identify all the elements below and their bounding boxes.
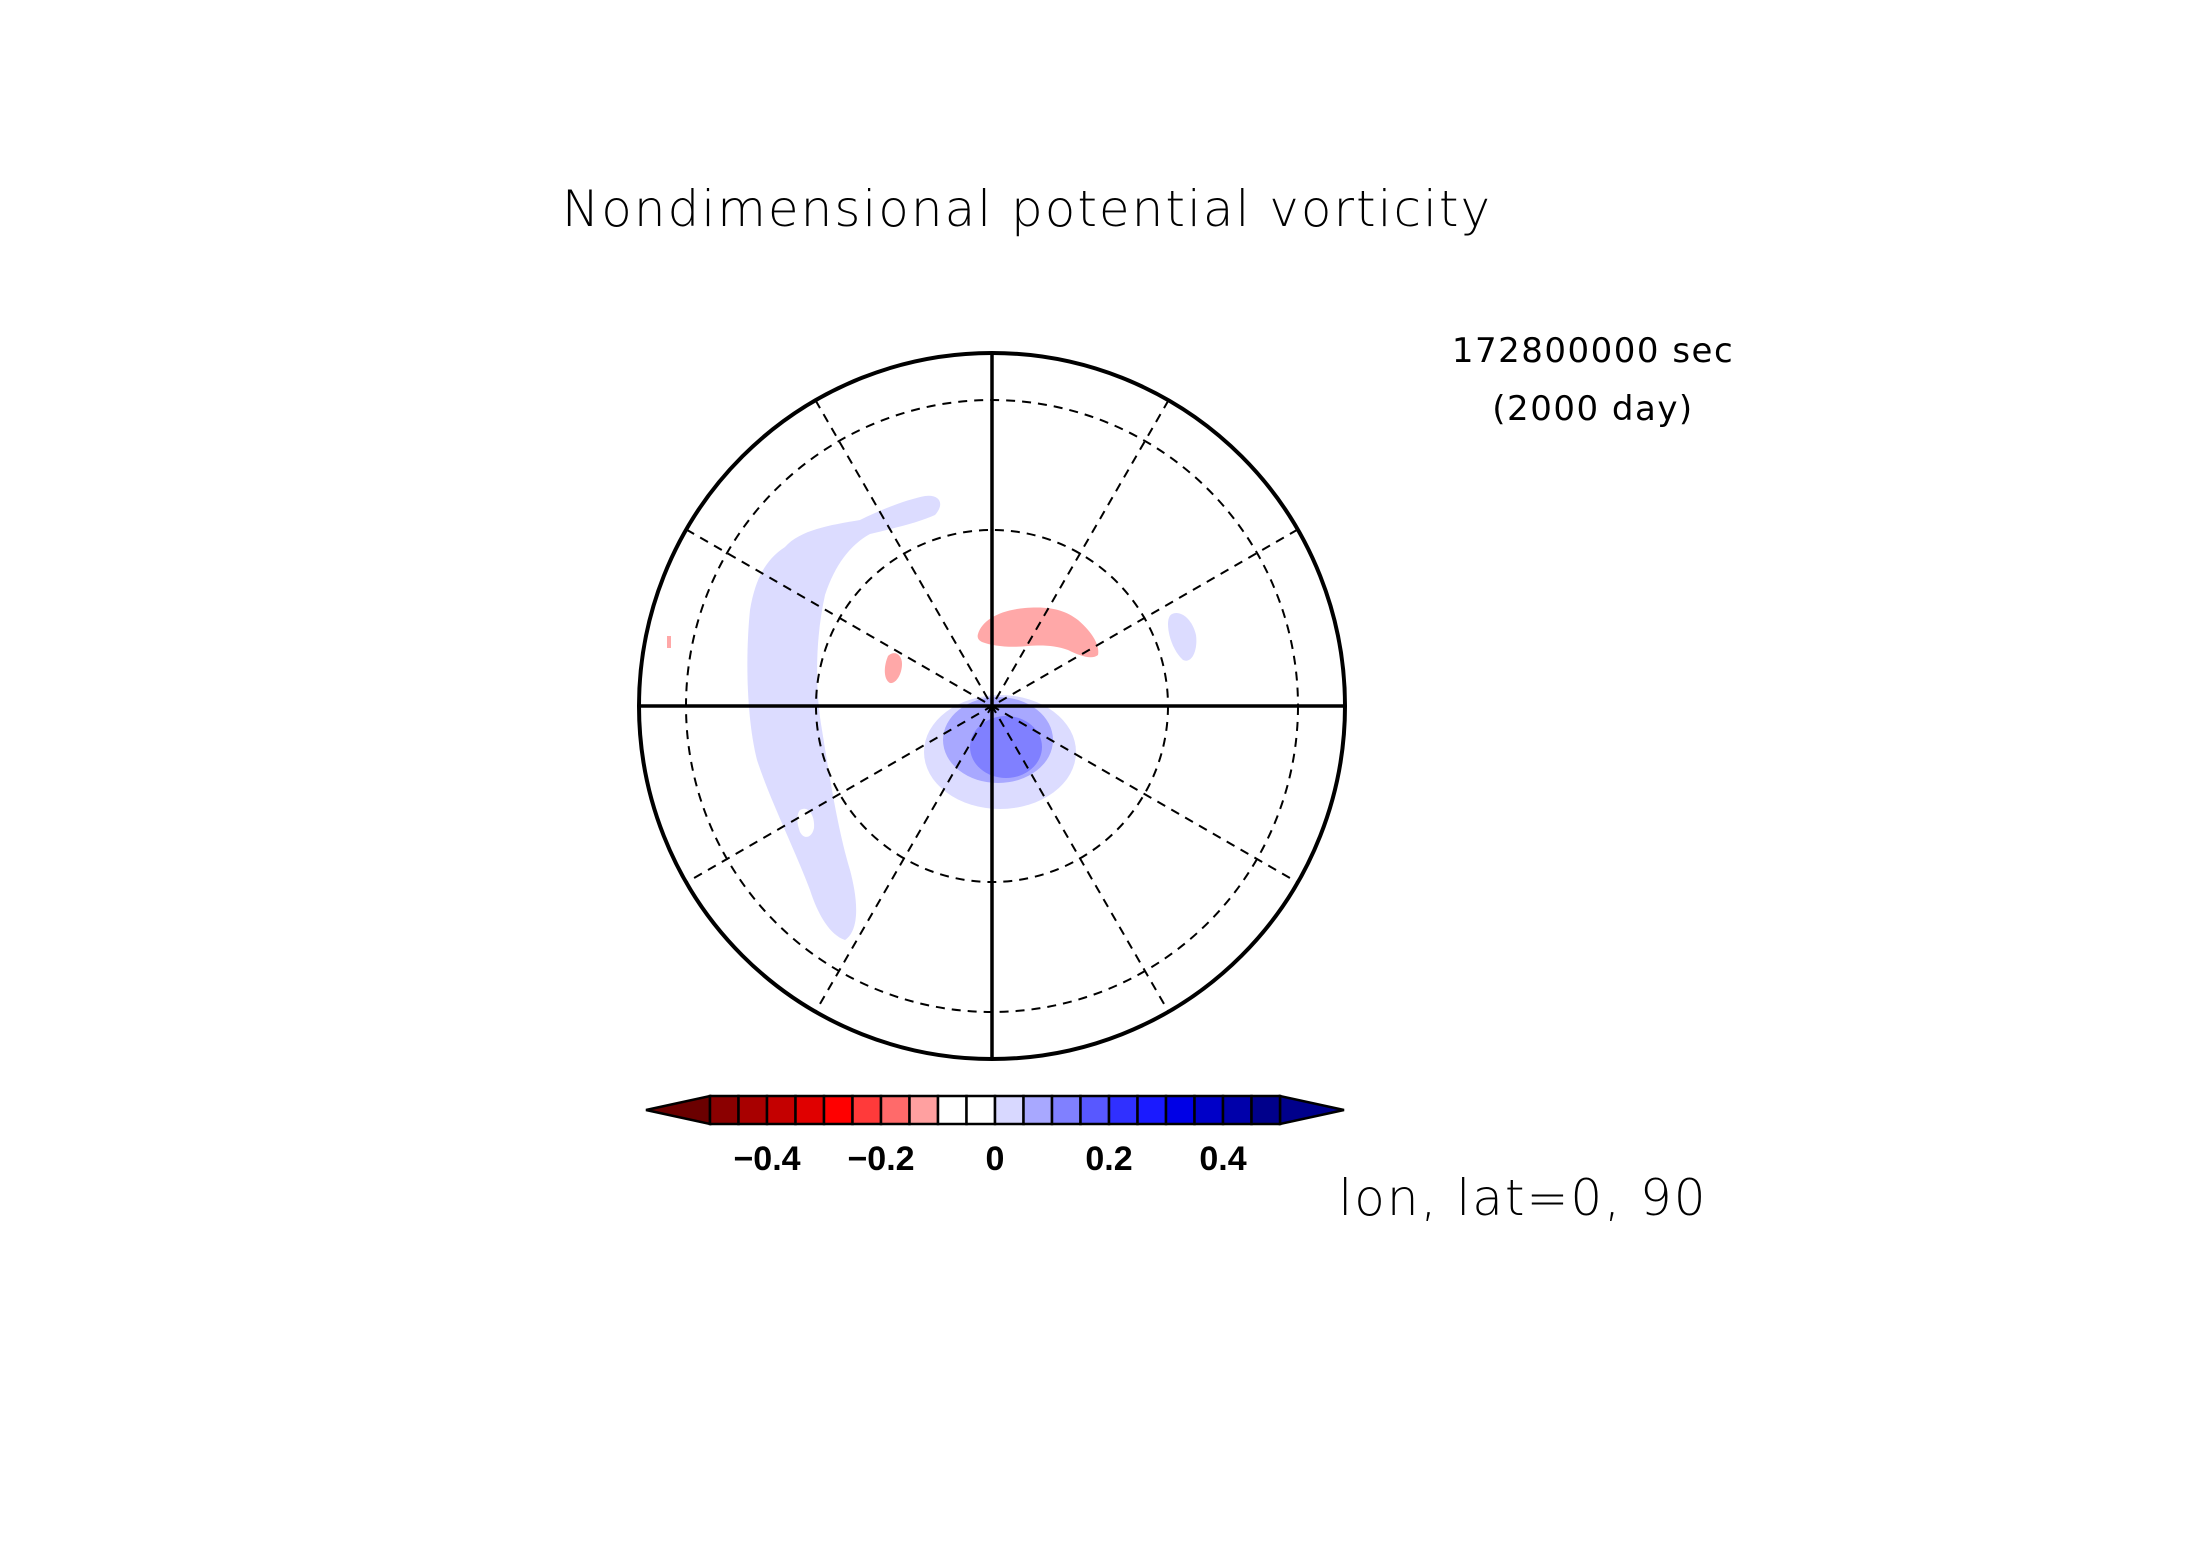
colorbar-box: [1050, 1094, 1082, 1126]
colorbar-box: [936, 1094, 968, 1126]
colorbar-box: [879, 1094, 911, 1126]
colorbar-box: [1164, 1094, 1196, 1126]
colorbar-box: [1221, 1094, 1253, 1126]
center-label: lon, lat=0, 90: [1338, 1169, 1707, 1227]
colorbar-box: [708, 1094, 740, 1126]
colorbar-box: [908, 1094, 940, 1126]
colorbar-tick-label: −0.4: [733, 1140, 800, 1178]
colorbar-box: [1107, 1094, 1139, 1126]
chart-title: Nondimensional potential vorticity: [562, 180, 1492, 238]
colorbar-box: [965, 1094, 997, 1126]
contour-blue-east: [1168, 612, 1197, 661]
colorbar-box: [1136, 1094, 1168, 1126]
colorbar-tick-label: 0.4: [1199, 1140, 1246, 1178]
contour-red-north: [977, 607, 1099, 658]
colorbar: −0.4 −0.2 0 0.2 0.4: [645, 1094, 1345, 1178]
day-label: (2000 day): [1492, 389, 1693, 429]
colorbar-box: [993, 1094, 1025, 1126]
contour-red-edge: [667, 636, 671, 648]
colorbar-box: [794, 1094, 826, 1126]
contour-white-hole: [797, 808, 815, 837]
contour-blue-west-lobe: [747, 495, 941, 940]
contour-red-west: [884, 653, 902, 684]
colorbar-under-triangle: [645, 1094, 712, 1126]
colorbar-tick-label: 0: [986, 1140, 1005, 1178]
colorbar-box: [765, 1094, 797, 1126]
colorbar-box: [851, 1094, 883, 1126]
colorbar-box: [1250, 1094, 1282, 1126]
colorbar-box: [1079, 1094, 1111, 1126]
colorbar-box: [1022, 1094, 1054, 1126]
colorbar-box: [1193, 1094, 1225, 1126]
colorbar-box: [822, 1094, 854, 1126]
time-label: 172800000 sec: [1452, 331, 1734, 371]
polar-map: [637, 351, 1347, 1061]
colorbar-tick-label: −0.2: [847, 1140, 914, 1178]
colorbar-over-triangle: [1278, 1094, 1345, 1126]
map-boundary: [637, 351, 1347, 1061]
colorbar-box: [737, 1094, 769, 1126]
colorbar-tick-label: 0.2: [1085, 1140, 1132, 1178]
